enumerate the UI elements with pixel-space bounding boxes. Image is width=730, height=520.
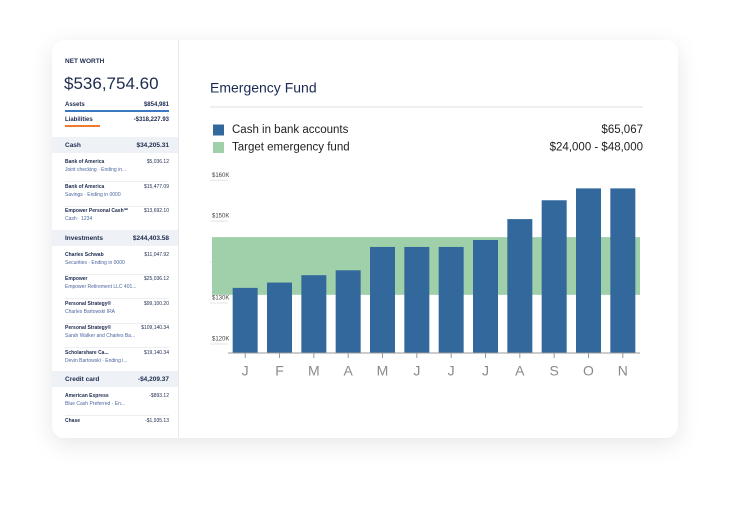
group-total: -$4,209.37	[137, 376, 169, 383]
account-detail: Joint checking · Ending in...	[65, 167, 127, 173]
bar	[232, 287, 258, 353]
account-row[interactable]: American Express -$893.12 Blue Cash Prefer…	[65, 393, 169, 416]
account-value: -$893.12	[149, 393, 169, 399]
summary-underline	[65, 110, 169, 112]
x-tick-label: O	[583, 363, 594, 379]
chart-title: Emergency Fund	[210, 80, 317, 96]
account-name: Personal Strategy®	[65, 300, 112, 307]
account-row[interactable]: Personal Strategy® $99,100.20 Charles Bart…	[65, 301, 169, 324]
account-detail: Charles Bartowski IRA	[65, 308, 116, 315]
account-name: Chase	[65, 417, 81, 424]
legend-swatch	[213, 124, 224, 136]
group-name: Credit card	[65, 376, 100, 383]
x-tick-label: M	[308, 363, 320, 379]
account-detail: Savings · Ending in 0000	[65, 191, 121, 198]
account-detail: Blue Cash Preferred · En...	[65, 401, 126, 407]
x-tick-label: A	[343, 363, 353, 379]
bar	[438, 246, 464, 353]
x-tick-label: A	[515, 363, 525, 379]
x-tick-label: N	[618, 363, 628, 379]
account-name: Charles Schwab	[65, 251, 104, 258]
bar	[301, 275, 327, 353]
group-name: Cash	[65, 142, 81, 149]
summary-row[interactable]: Liabilities -$318,227.93	[65, 117, 169, 126]
account-row[interactable]: Charles Schwab $11,047.92 Securities · End…	[65, 252, 169, 275]
account-name: Empower	[65, 276, 88, 282]
legend-label: Target emergency fund	[232, 142, 350, 154]
summary-row[interactable]: Assets $854,981	[65, 102, 169, 111]
legend-swatch	[213, 142, 224, 153]
bar	[404, 246, 430, 353]
bar	[610, 188, 636, 353]
group-header[interactable]: Investments $244,403.58	[52, 229, 178, 246]
account-row[interactable]: Empower $25,036.12 Empower Retirement LLC …	[65, 276, 169, 299]
account-row[interactable]: Bank of America $15,477.09 Savings · Endin…	[65, 184, 169, 207]
bar	[541, 200, 567, 353]
account-detail: Securities · Ending in 0000	[65, 259, 125, 266]
account-value: $11,047.92	[144, 251, 169, 258]
x-tick-label: S	[549, 363, 558, 379]
x-tick-label: J	[242, 363, 249, 379]
account-value: $109,140.34	[141, 325, 169, 331]
account-name: Bank of America	[65, 183, 105, 190]
x-tick-label: J	[482, 363, 489, 379]
account-row[interactable]: Bank of America $5,036.12 Joint checking ·…	[65, 159, 169, 182]
summary-underline	[65, 125, 100, 127]
summary-value: -$318,227.93	[133, 117, 169, 123]
x-tick-label: J	[413, 363, 420, 379]
account-value: $5,036.12	[146, 159, 169, 165]
group-header[interactable]: Credit card -$4,209.37	[52, 371, 178, 387]
account-value: $25,036.12	[143, 276, 169, 282]
group-total: $34,205.31	[136, 142, 169, 149]
account-detail: Empower Retirement LLC 401...	[65, 284, 137, 290]
account-detail: Devin Bartowski · Ending i...	[65, 357, 128, 364]
account-value: $13,692.10	[143, 208, 169, 214]
bar	[267, 282, 292, 353]
x-tick-label: J	[448, 363, 455, 379]
summary-value: $854,981	[143, 102, 169, 108]
account-name: Scholarshare Ca...	[65, 349, 109, 356]
legend-label: Cash in bank accounts	[232, 124, 349, 136]
x-tick-label: F	[275, 363, 284, 379]
bar	[507, 219, 533, 353]
group-total: $244,403.58	[132, 234, 169, 242]
account-row[interactable]: Chase -$1,935.13	[65, 418, 169, 439]
net-worth-label: NET WORTH	[65, 58, 105, 65]
sidebar: NET WORTH $536,754.60 Assets $854,981 Liab…	[52, 40, 179, 438]
account-value: $19,140.34	[143, 349, 169, 356]
bar	[370, 246, 395, 353]
group-header[interactable]: Cash $34,205.31	[52, 137, 178, 153]
y-tick-label: $150K	[212, 214, 229, 220]
account-name: American Express	[65, 393, 109, 399]
account-name: Empower Personal Cash℠	[65, 208, 129, 214]
account-row[interactable]: Personal Strategy® $109,140.34 Sarah Walke…	[65, 325, 169, 348]
x-tick-label: M	[377, 363, 389, 379]
account-value: $15,477.09	[143, 183, 169, 190]
account-value: -$1,935.13	[145, 417, 169, 424]
net-worth: $536,754.60	[64, 74, 159, 93]
legend-value: $65,067	[601, 124, 643, 136]
account-value: $99,100.20	[143, 300, 169, 307]
bar	[473, 239, 498, 353]
group-name: Investments	[65, 234, 103, 242]
y-tick-label: $130K	[212, 296, 229, 302]
legend-value: $24,000 - $48,000	[550, 142, 643, 154]
summary-label: Assets	[65, 102, 85, 108]
account-detail: Cash · 1234	[65, 216, 93, 222]
y-tick-label: $160K	[212, 173, 229, 179]
y-tick-label: $120K	[212, 337, 229, 343]
bar	[335, 270, 361, 353]
account-name: Personal Strategy®	[65, 325, 112, 331]
bar	[576, 188, 601, 353]
summary-label: Liabilities	[65, 117, 93, 123]
account-name: Bank of America	[65, 159, 105, 165]
account-detail: Sarah Walker and Charles Ba...	[65, 333, 136, 339]
